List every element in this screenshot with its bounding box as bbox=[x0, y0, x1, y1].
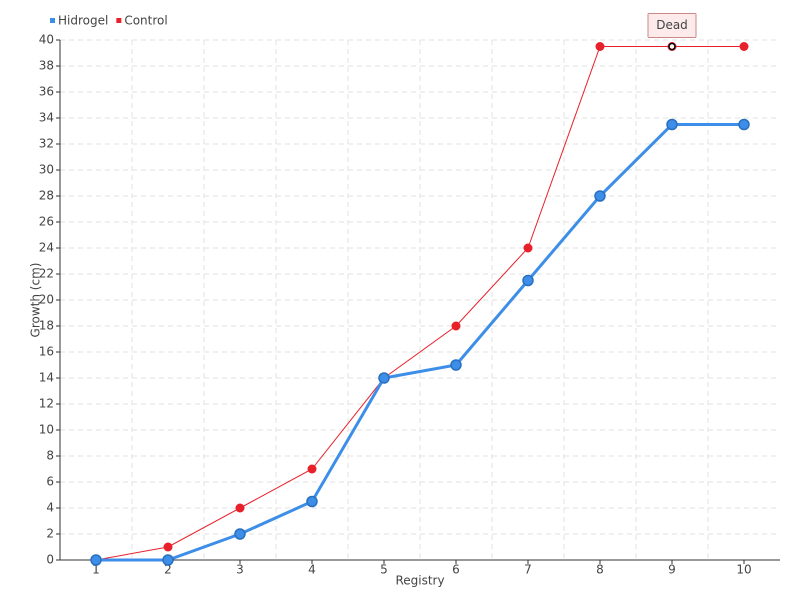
data-point bbox=[306, 495, 318, 508]
data-point bbox=[594, 190, 606, 202]
y-tick-label: 16 bbox=[39, 345, 54, 359]
y-tick-label: 34 bbox=[39, 111, 54, 125]
y-tick-label: 8 bbox=[46, 449, 54, 463]
legend-label: Hidrogel bbox=[58, 14, 108, 28]
x-tick-label: 3 bbox=[236, 563, 244, 577]
y-tick-label: 24 bbox=[39, 241, 54, 255]
x-tick-label: 8 bbox=[596, 563, 604, 577]
series-line bbox=[96, 123, 744, 562]
x-tick-label: 10 bbox=[736, 563, 751, 577]
x-tick-label: 7 bbox=[524, 563, 532, 577]
annotation-label: Dead bbox=[656, 18, 688, 32]
data-point bbox=[307, 464, 317, 474]
y-tick-label: 32 bbox=[39, 137, 54, 151]
y-tick-label: 20 bbox=[39, 293, 54, 307]
data-point bbox=[450, 359, 462, 371]
legend-label: Control bbox=[124, 14, 167, 28]
y-tick-label: 40 bbox=[39, 33, 54, 47]
y-tick-label: 12 bbox=[39, 397, 54, 411]
y-tick-label: 28 bbox=[39, 189, 54, 203]
x-tick-label: 5 bbox=[380, 563, 388, 577]
legend-swatch bbox=[50, 18, 55, 23]
data-point bbox=[595, 42, 605, 51]
data-point bbox=[666, 118, 678, 131]
y-tick-label: 22 bbox=[39, 267, 54, 281]
data-point bbox=[234, 528, 246, 540]
series-line bbox=[95, 46, 744, 561]
y-tick-label: 10 bbox=[39, 423, 54, 437]
data-point bbox=[451, 321, 461, 331]
x-tick-label: 4 bbox=[308, 563, 316, 577]
x-axis-label: Registry bbox=[395, 574, 444, 588]
annotation-marker bbox=[668, 42, 676, 51]
y-axis-label: Growth (cm) bbox=[29, 263, 43, 338]
data-point bbox=[90, 554, 102, 566]
legend-swatch bbox=[116, 18, 122, 23]
y-tick-label: 26 bbox=[39, 215, 54, 229]
x-tick-label: 9 bbox=[668, 563, 676, 577]
annotation: Dead bbox=[647, 13, 697, 38]
y-tick-label: 4 bbox=[46, 501, 54, 515]
data-point bbox=[235, 503, 245, 513]
x-tick-label: 2 bbox=[164, 563, 172, 577]
data-point bbox=[163, 542, 173, 552]
y-tick-label: 36 bbox=[39, 85, 54, 99]
x-tick-label: 6 bbox=[452, 563, 460, 577]
y-tick-label: 6 bbox=[46, 475, 54, 489]
y-tick-label: 38 bbox=[39, 59, 54, 73]
data-point bbox=[738, 118, 750, 131]
data-point bbox=[739, 42, 749, 51]
x-tick-label: 1 bbox=[92, 563, 100, 577]
data-point bbox=[523, 243, 533, 253]
annotation-box bbox=[647, 13, 697, 38]
y-tick-label: 0 bbox=[46, 553, 54, 567]
data-point bbox=[162, 554, 174, 566]
y-tick-label: 30 bbox=[39, 163, 54, 177]
data-point bbox=[378, 372, 390, 384]
y-tick-label: 2 bbox=[46, 527, 54, 541]
y-tick-label: 18 bbox=[39, 319, 54, 333]
y-tick-label: 14 bbox=[39, 371, 54, 385]
data-point bbox=[522, 274, 534, 287]
